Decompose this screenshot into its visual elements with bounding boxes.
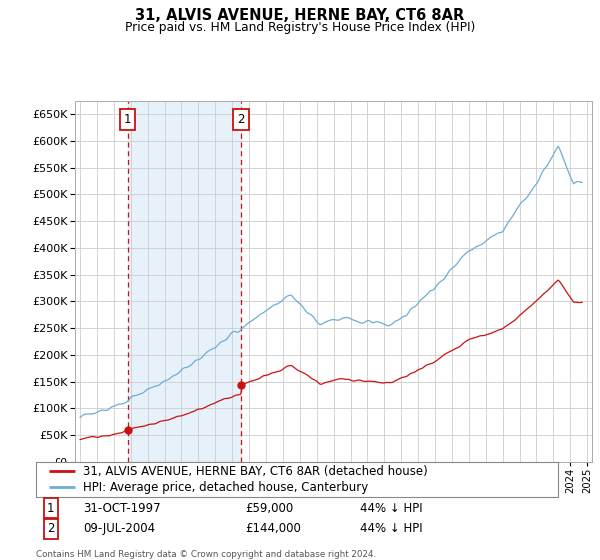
- Text: 31, ALVIS AVENUE, HERNE BAY, CT6 8AR: 31, ALVIS AVENUE, HERNE BAY, CT6 8AR: [136, 8, 464, 24]
- Text: 09-JUL-2004: 09-JUL-2004: [83, 522, 155, 535]
- Text: 44% ↓ HPI: 44% ↓ HPI: [359, 522, 422, 535]
- Text: 31-OCT-1997: 31-OCT-1997: [83, 502, 161, 515]
- Text: 1: 1: [47, 502, 55, 515]
- Text: 1: 1: [124, 113, 131, 126]
- Text: 31, ALVIS AVENUE, HERNE BAY, CT6 8AR (detached house): 31, ALVIS AVENUE, HERNE BAY, CT6 8AR (de…: [83, 465, 428, 478]
- Text: 2: 2: [47, 522, 55, 535]
- Text: Price paid vs. HM Land Registry's House Price Index (HPI): Price paid vs. HM Land Registry's House …: [125, 21, 475, 34]
- FancyBboxPatch shape: [36, 462, 558, 497]
- Text: 44% ↓ HPI: 44% ↓ HPI: [359, 502, 422, 515]
- Text: 2: 2: [237, 113, 245, 126]
- Text: £59,000: £59,000: [245, 502, 293, 515]
- Text: Contains HM Land Registry data © Crown copyright and database right 2024.
This d: Contains HM Land Registry data © Crown c…: [36, 550, 376, 560]
- Text: £144,000: £144,000: [245, 522, 301, 535]
- Text: HPI: Average price, detached house, Canterbury: HPI: Average price, detached house, Cant…: [83, 481, 368, 494]
